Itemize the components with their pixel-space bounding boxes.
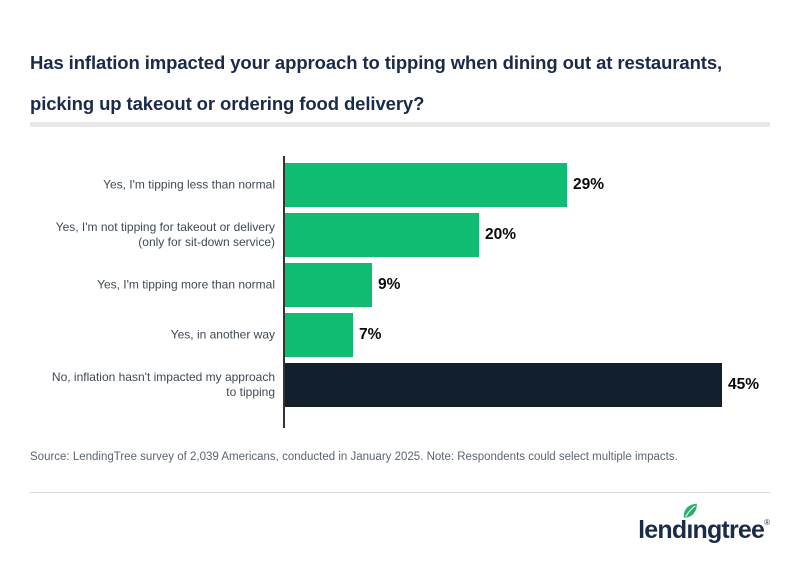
logo-letter-i: ı [684, 503, 698, 545]
value-label: 7% [359, 326, 382, 343]
chart-title-line-1: Has inflation impacted your approach to … [30, 52, 723, 73]
footer-divider [30, 492, 770, 493]
category-label: Yes, in another way [170, 327, 275, 342]
chart-title-line-2: picking up takeout or ordering food deli… [30, 93, 425, 114]
value-label: 20% [485, 226, 517, 243]
value-label: 45% [728, 376, 760, 393]
value-label: 29% [573, 176, 605, 193]
value-label: 9% [378, 276, 401, 293]
source-note: Source: LendingTree survey of 2,039 Amer… [30, 451, 678, 463]
chart-bar [285, 163, 567, 207]
chart-bar [285, 363, 722, 407]
chart-axis-line [283, 156, 285, 428]
category-label: Yes, I'm tipping more than normal [97, 277, 275, 292]
category-label: Yes, I'm tipping less than normal [103, 177, 275, 192]
registered-mark: ® [764, 518, 770, 527]
title-divider [30, 122, 770, 127]
category-label: No, inflation hasn't impacted my approac… [51, 370, 275, 399]
chart-bar [285, 263, 372, 307]
lendingtree-logo: lendı ngtree® [638, 503, 770, 545]
chart-bar [285, 213, 479, 257]
chart-title: Has inflation impacted your approach to … [30, 42, 722, 124]
logo-text-part1: lend [638, 516, 687, 544]
logo-text-part2: ngtree [692, 516, 765, 544]
leaf-icon [684, 503, 698, 518]
chart-bar [285, 313, 353, 357]
category-label: Yes, I'm not tipping for takeout or deli… [55, 220, 275, 249]
